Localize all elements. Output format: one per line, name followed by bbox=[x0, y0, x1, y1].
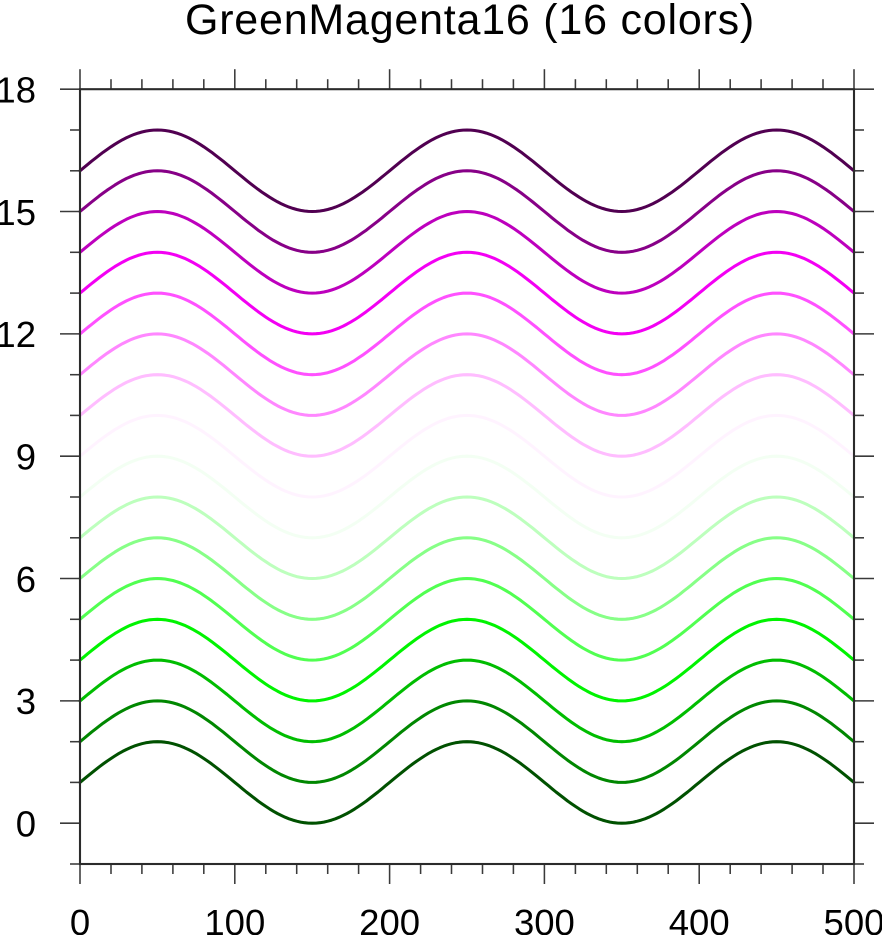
svg-text:300: 300 bbox=[514, 902, 575, 935]
svg-text:GreenMagenta16 (16 colors): GreenMagenta16 (16 colors) bbox=[185, 0, 755, 44]
svg-text:500: 500 bbox=[824, 902, 882, 935]
svg-text:12: 12 bbox=[0, 314, 36, 355]
svg-text:15: 15 bbox=[0, 192, 36, 233]
svg-text:18: 18 bbox=[0, 70, 36, 111]
svg-text:200: 200 bbox=[359, 902, 420, 935]
svg-text:9: 9 bbox=[16, 437, 36, 478]
svg-text:0: 0 bbox=[70, 902, 90, 935]
svg-text:6: 6 bbox=[16, 559, 36, 600]
svg-text:3: 3 bbox=[16, 681, 36, 722]
svg-text:400: 400 bbox=[669, 902, 730, 935]
svg-text:100: 100 bbox=[204, 902, 265, 935]
svg-text:0: 0 bbox=[16, 804, 36, 845]
